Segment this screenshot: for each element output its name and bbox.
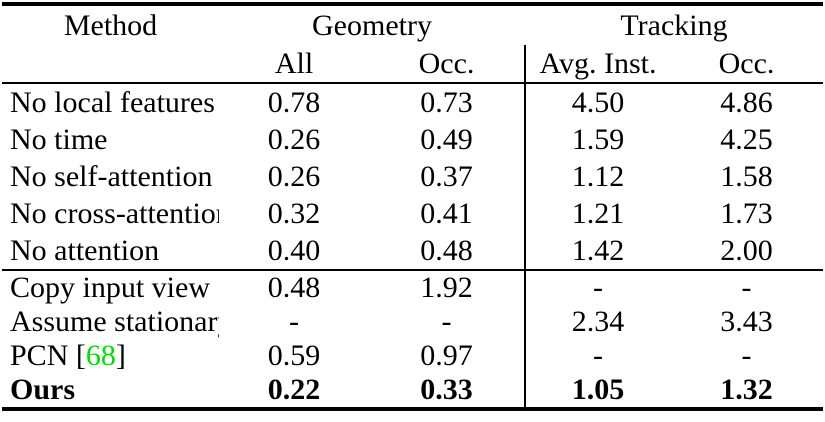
value-cell: 1.58 [720,159,773,193]
table-row-no-local-features: No local features 0.78 0.73 4.50 4.86 [2,83,823,121]
column-header-geometry-occ: Occ. [369,45,525,84]
value-cell: 0.78 [267,85,321,119]
method-label-prefix: PCN [ [10,339,86,372]
table-row-pcn: PCN [68] 0.59 0.97 - - [2,339,823,373]
value-cell: 0.41 [420,196,473,230]
value-cell: 1.59 [524,121,670,158]
value-cell: 1.05 [524,373,670,409]
value-cell: 4.50 [524,83,670,121]
value-cell: 0.59 [267,339,321,372]
value-cell: 2.00 [670,232,824,271]
header-empty-cell [2,45,219,84]
method-cell: No time [10,122,108,156]
value-cell: 0.37 [420,159,473,193]
value-cell: 0.32 [267,196,321,230]
table-row-no-time: No time 0.26 0.49 1.59 4.25 [2,121,823,158]
table-row-no-cross-attention: No cross-attention 0.32 0.41 1.21 1.73 [2,195,823,232]
ablation-table: Method Geometry Tracking All Occ. Avg. I… [2,2,824,411]
value-cell: - [741,339,752,372]
value-cell: - [524,270,670,305]
value-cell: - [741,271,752,304]
value-cell: 1.73 [720,196,773,230]
value-cell: 1.42 [524,232,670,271]
value-cell: - [441,305,452,338]
column-group-geometry: Geometry [312,8,432,42]
value-cell: 0.97 [420,339,473,372]
value-cell: 0.48 [267,271,321,304]
method-cell: Copy input view [10,271,210,304]
method-cell: PCN [68] [2,339,219,373]
column-header-tracking-avg-inst: Avg. Inst. [524,45,670,84]
table-row-ours: Ours 0.22 0.33 1.05 1.32 [2,373,823,409]
table-row-no-self-attention: No self-attention 0.26 0.37 1.12 1.58 [2,158,823,195]
value-cell: 4.25 [720,122,773,156]
method-cell: No cross-attention [10,196,219,230]
method-cell: Assume stationary [10,305,219,338]
method-cell: No attention [2,232,219,271]
table-row-no-attention: No attention 0.40 0.48 1.42 2.00 [2,232,824,271]
method-cell: No self-attention [10,159,213,193]
column-header-tracking-occ: Occ. [670,45,824,84]
method-label-suffix: ] [115,339,126,372]
value-cell: 1.21 [524,195,670,232]
column-group-tracking: Tracking [620,8,728,42]
value-cell: 0.49 [420,122,473,156]
method-cell: Ours [10,373,76,406]
value-cell: 3.43 [720,305,773,338]
value-cell: 1.32 [720,373,773,406]
table-row-copy-input-view: Copy input view 0.48 1.92 - - [2,270,823,305]
value-cell: 0.22 [267,373,321,406]
citation-link-68[interactable]: 68 [85,339,116,372]
header-group-row: Method Geometry Tracking [2,4,823,45]
header-subcolumn-row: All Occ. Avg. Inst. Occ. [2,45,824,84]
value-cell: 0.73 [420,85,473,119]
value-cell: 4.86 [720,85,773,119]
value-cell: 0.33 [420,373,473,406]
value-cell: - [524,339,670,373]
value-cell: 0.40 [219,232,369,271]
column-header-method: Method [63,8,158,42]
value-cell: - [289,305,299,338]
value-cell: 1.12 [524,158,670,195]
column-header-geometry-all: All [219,45,369,84]
value-cell: 0.48 [369,232,525,271]
method-cell: No local features [10,85,215,119]
value-cell: 0.26 [267,122,321,156]
table-row-assume-stationary: Assume stationary - - 2.34 3.43 [2,305,823,339]
value-cell: 0.26 [267,159,321,193]
value-cell: 2.34 [524,305,670,339]
value-cell: 1.92 [420,271,473,304]
